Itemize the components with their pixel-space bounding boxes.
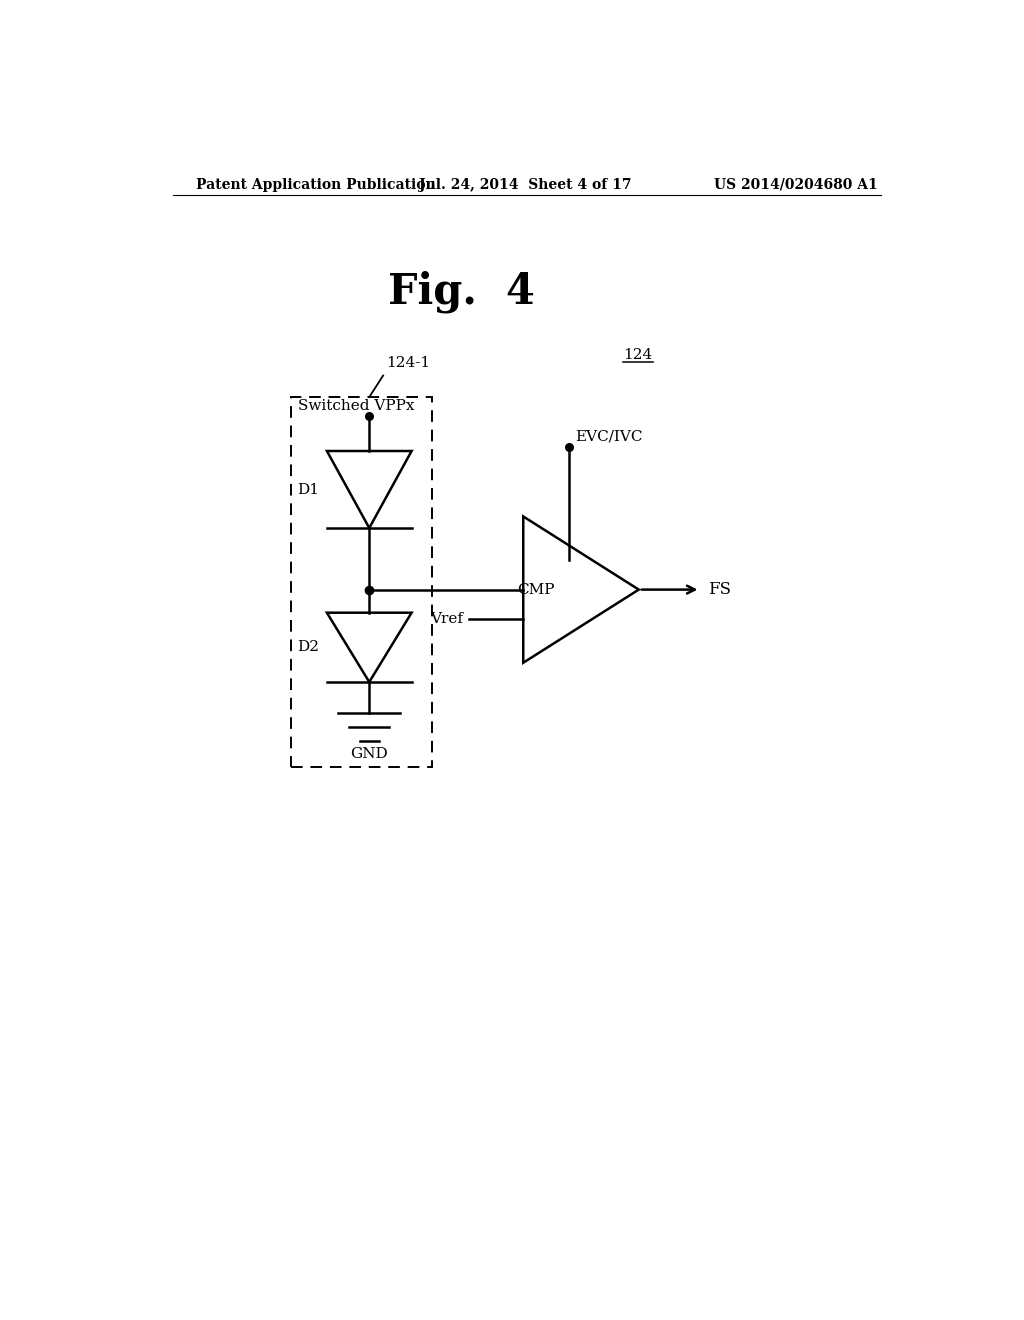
Text: D1: D1 [297,483,318,496]
Bar [291,397,432,767]
Polygon shape [327,451,412,528]
Text: US 2014/0204680 A1: US 2014/0204680 A1 [714,178,878,191]
Polygon shape [523,516,639,663]
Text: Switched VPPx: Switched VPPx [298,399,415,412]
Text: Patent Application Publication: Patent Application Publication [196,178,435,191]
Text: 124: 124 [624,348,652,363]
Text: Fig.  4: Fig. 4 [388,271,536,313]
Text: Vref: Vref [430,612,463,626]
Text: FS: FS [708,581,731,598]
Text: 124-1: 124-1 [386,356,430,370]
Polygon shape [327,612,412,682]
Text: EVC/IVC: EVC/IVC [575,429,643,444]
Text: CMP: CMP [517,582,555,597]
Text: GND: GND [350,747,388,760]
Text: D2: D2 [297,640,318,655]
Text: Jul. 24, 2014  Sheet 4 of 17: Jul. 24, 2014 Sheet 4 of 17 [419,178,631,191]
